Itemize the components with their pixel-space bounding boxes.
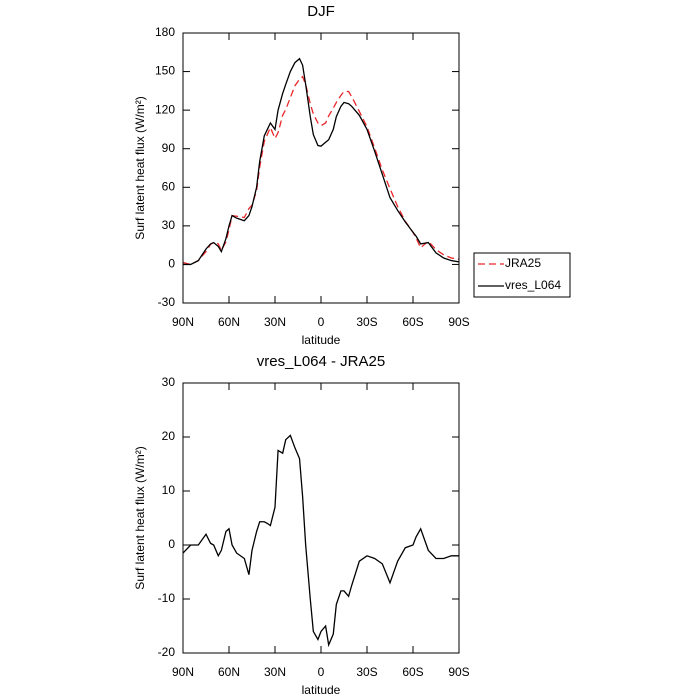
x-tick-label: 90N	[172, 315, 194, 329]
y-axis-label: Surf latent heat flux (W/m²)	[133, 446, 147, 589]
y-tick-label: 30	[162, 218, 176, 232]
x-tick-label: 60S	[402, 315, 423, 329]
y-tick-label: 120	[155, 102, 175, 116]
series-line	[182, 75, 460, 266]
legend-box	[473, 252, 571, 298]
x-axis-label: latitude	[302, 683, 341, 697]
x-tick-label: 30S	[356, 665, 377, 679]
x-tick-label: 90S	[448, 665, 469, 679]
x-tick-label: 30S	[356, 315, 377, 329]
y-tick-label: 150	[155, 64, 175, 78]
y-tick-label: -10	[158, 591, 176, 605]
plot-frame	[182, 32, 460, 304]
y-tick-label: 0	[168, 257, 175, 271]
x-tick-label: 60N	[218, 665, 240, 679]
y-axis-label: Surf latent heat flux (W/m²)	[133, 96, 147, 239]
difference-line	[182, 434, 459, 648]
chart-title: vres_L064 - JRA25	[257, 353, 385, 370]
x-tick-label: 90N	[172, 665, 194, 679]
x-tick-label: 0	[318, 665, 325, 679]
plot-frame	[182, 382, 460, 654]
x-tick-label: 90S	[448, 315, 469, 329]
y-tick-label: 20	[162, 429, 176, 443]
series-line	[183, 57, 460, 266]
y-tick-label: 60	[162, 179, 176, 193]
x-tick-label: 60S	[402, 665, 423, 679]
legend-label: vres_L064	[505, 278, 561, 292]
y-tick-label: -30	[158, 295, 176, 309]
y-tick-label: -20	[158, 645, 176, 659]
legend-label: JRA25	[505, 256, 541, 270]
y-tick-label: 180	[155, 25, 175, 39]
x-tick-label: 30N	[264, 665, 286, 679]
x-axis-label: latitude	[302, 333, 341, 347]
chart-title: DJF	[307, 3, 335, 20]
y-tick-label: 0	[168, 537, 175, 551]
y-tick-label: 90	[162, 141, 176, 155]
x-tick-label: 30N	[264, 315, 286, 329]
x-tick-label: 60N	[218, 315, 240, 329]
y-tick-label: 30	[162, 375, 176, 389]
x-tick-label: 0	[318, 315, 325, 329]
y-tick-label: 10	[162, 483, 176, 497]
